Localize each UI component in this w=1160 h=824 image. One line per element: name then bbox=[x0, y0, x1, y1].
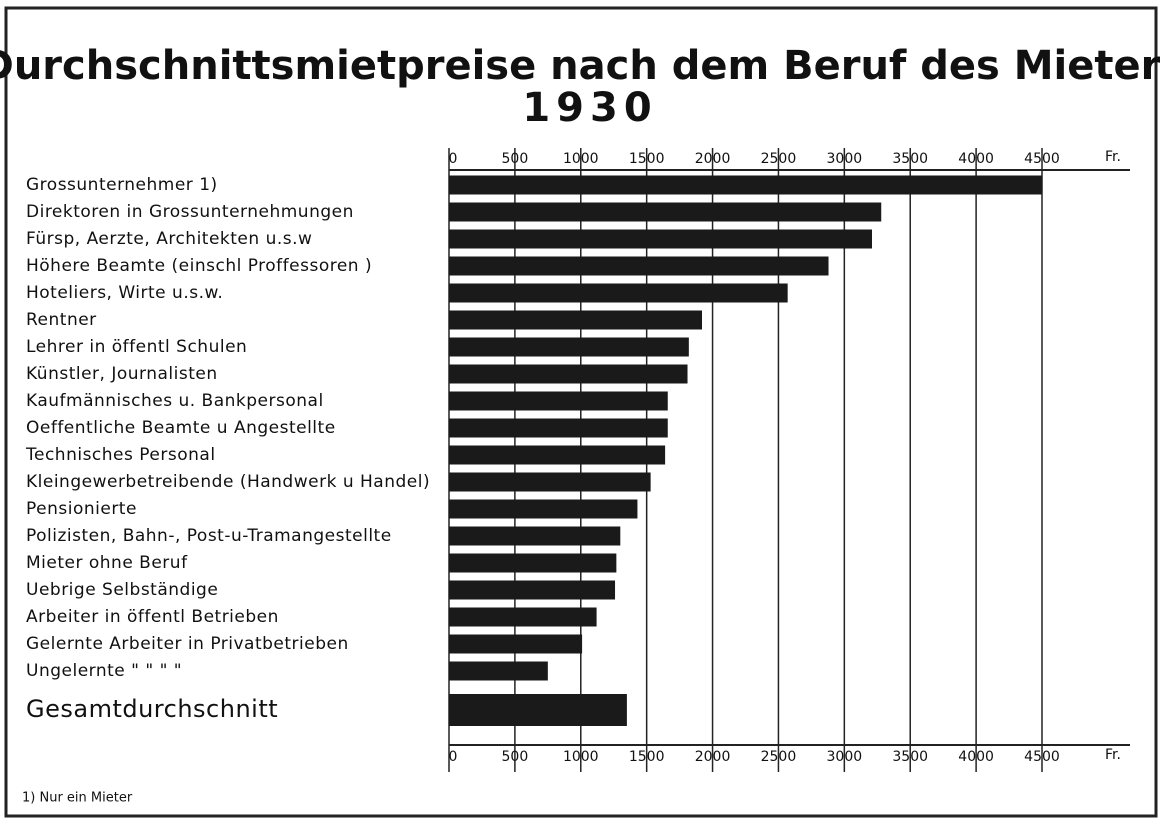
category-label: Hoteliers, Wirte u.s.w. bbox=[26, 283, 223, 303]
x-tick-label: 1500 bbox=[629, 151, 665, 167]
x-tick-label: 4000 bbox=[958, 151, 994, 167]
x-tick-label: 2500 bbox=[761, 151, 797, 167]
bar bbox=[449, 418, 668, 438]
bar bbox=[449, 553, 617, 573]
bar bbox=[449, 364, 688, 384]
category-label: Arbeiter in öffentl Betrieben bbox=[26, 607, 279, 627]
x-tick-label: 4500 bbox=[1024, 749, 1060, 765]
category-label: Ungelernte " " " " bbox=[26, 661, 182, 681]
x-tick-label: 3500 bbox=[892, 749, 928, 765]
bar bbox=[449, 175, 1042, 195]
x-tick-label: 0 bbox=[449, 151, 458, 167]
category-label: Gelernte Arbeiter in Privatbetrieben bbox=[26, 634, 349, 654]
bar bbox=[449, 499, 638, 519]
category-label: Fürsp, Aerzte, Architekten u.s.w bbox=[26, 229, 312, 249]
bar bbox=[449, 472, 651, 492]
category-label: Mieter ohne Beruf bbox=[26, 553, 188, 573]
bar bbox=[449, 337, 689, 357]
category-label: Rentner bbox=[26, 310, 97, 330]
bar bbox=[449, 607, 597, 627]
bar bbox=[449, 694, 627, 726]
bar bbox=[449, 526, 621, 546]
x-tick-label: 3000 bbox=[827, 749, 863, 765]
x-tick-label: 1500 bbox=[629, 749, 665, 765]
bar bbox=[449, 634, 583, 654]
x-tick-label: 1000 bbox=[563, 749, 599, 765]
bar bbox=[449, 661, 548, 681]
x-tick-label: 2000 bbox=[695, 749, 731, 765]
bar bbox=[449, 310, 703, 330]
category-label: Grossunternehmer 1) bbox=[26, 175, 218, 195]
x-tick-label: 500 bbox=[502, 749, 529, 765]
category-label: Höhere Beamte (einschl Proffessoren ) bbox=[26, 256, 372, 276]
bar bbox=[449, 445, 666, 465]
bar bbox=[449, 229, 873, 249]
x-tick-label: 2000 bbox=[695, 151, 731, 167]
category-label: Kaufmännisches u. Bankpersonal bbox=[26, 391, 324, 411]
bar bbox=[449, 283, 788, 303]
chart-title: 1930 bbox=[522, 85, 657, 131]
bar bbox=[449, 580, 616, 600]
category-label: Lehrer in öffentl Schulen bbox=[26, 337, 247, 357]
category-label: Uebrige Selbständige bbox=[26, 580, 218, 600]
bar bbox=[449, 391, 668, 411]
frame bbox=[4, 6, 1158, 818]
category-label: Polizisten, Bahn-, Post-u-Tramangestellt… bbox=[26, 526, 392, 546]
x-tick-label: 2500 bbox=[761, 749, 797, 765]
bar bbox=[449, 256, 829, 276]
category-label: Technisches Personal bbox=[25, 445, 216, 465]
category-label: Gesamtdurchschnitt bbox=[26, 695, 278, 723]
category-label: Pensionierte bbox=[26, 499, 137, 519]
x-tick-label: 500 bbox=[502, 151, 529, 167]
category-label: Direktoren in Grossunternehmungen bbox=[26, 202, 354, 222]
category-label: Künstler, Journalisten bbox=[26, 364, 218, 384]
x-unit: Fr. bbox=[1105, 149, 1121, 165]
x-tick-label: 3500 bbox=[892, 151, 928, 167]
chart-title: Durchschnittsmietpreise nach dem Beruf d… bbox=[0, 43, 1160, 89]
x-tick-label: 4500 bbox=[1024, 151, 1060, 167]
category-label: Kleingewerbetreibende (Handwerk u Handel… bbox=[26, 472, 430, 492]
x-tick-label: 4000 bbox=[958, 749, 994, 765]
x-unit: Fr. bbox=[1105, 747, 1121, 763]
x-tick-label: 0 bbox=[449, 749, 458, 765]
x-tick-label: 3000 bbox=[827, 151, 863, 167]
bar bbox=[449, 202, 882, 222]
x-tick-label: 1000 bbox=[563, 151, 599, 167]
footnote: 1) Nur ein Mieter bbox=[22, 791, 133, 806]
category-label: Oeffentliche Beamte u Angestellte bbox=[26, 418, 336, 438]
